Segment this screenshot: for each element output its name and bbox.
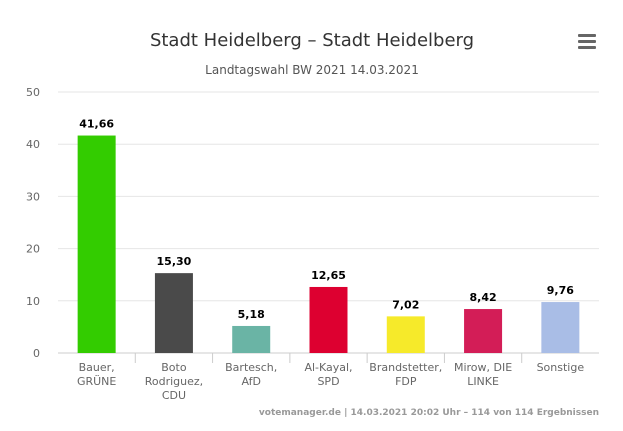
y-tick-label: 40 <box>26 138 40 151</box>
y-tick-label: 50 <box>26 86 40 99</box>
bar[interactable] <box>386 316 425 353</box>
x-tick-label: Bartesch, AfD <box>225 361 277 388</box>
x-tick-label: Boto Rodriguez, CDU <box>145 361 203 402</box>
chart-title: Stadt Heidelberg – Stadt Heidelberg <box>150 30 474 51</box>
y-tick-label: 20 <box>26 243 40 256</box>
data-label: 8,42 <box>470 291 497 304</box>
x-tick-label: Mirow, DIE LINKE <box>454 361 512 388</box>
y-tick-label: 0 <box>33 347 40 360</box>
data-label: 9,76 <box>547 284 574 297</box>
bar[interactable] <box>464 309 503 353</box>
x-tick-label: Brandstetter, FDP <box>369 361 442 388</box>
data-label: 12,65 <box>311 269 346 282</box>
bar[interactable] <box>154 273 193 353</box>
bar[interactable] <box>77 135 116 353</box>
y-tick-label: 30 <box>26 190 40 203</box>
x-tick-label: Bauer, GRÜNE <box>77 361 116 388</box>
chart-credits: votemanager.de | 14.03.2021 20:02 Uhr – … <box>259 408 599 418</box>
bar[interactable] <box>309 286 348 353</box>
bar[interactable] <box>232 325 271 353</box>
hamburger-menu-icon[interactable] <box>578 34 596 50</box>
x-tick-label: Al-Kayal, SPD <box>304 361 352 388</box>
chart-subtitle: Landtagswahl BW 2021 14.03.2021 <box>205 63 419 77</box>
data-label: 7,02 <box>392 298 419 311</box>
y-tick-label: 10 <box>26 295 40 308</box>
data-label: 5,18 <box>238 308 265 321</box>
x-tick-label: Sonstige <box>537 361 585 374</box>
data-label: 41,66 <box>79 118 114 131</box>
bar[interactable] <box>541 302 580 353</box>
data-label: 15,30 <box>157 255 192 268</box>
